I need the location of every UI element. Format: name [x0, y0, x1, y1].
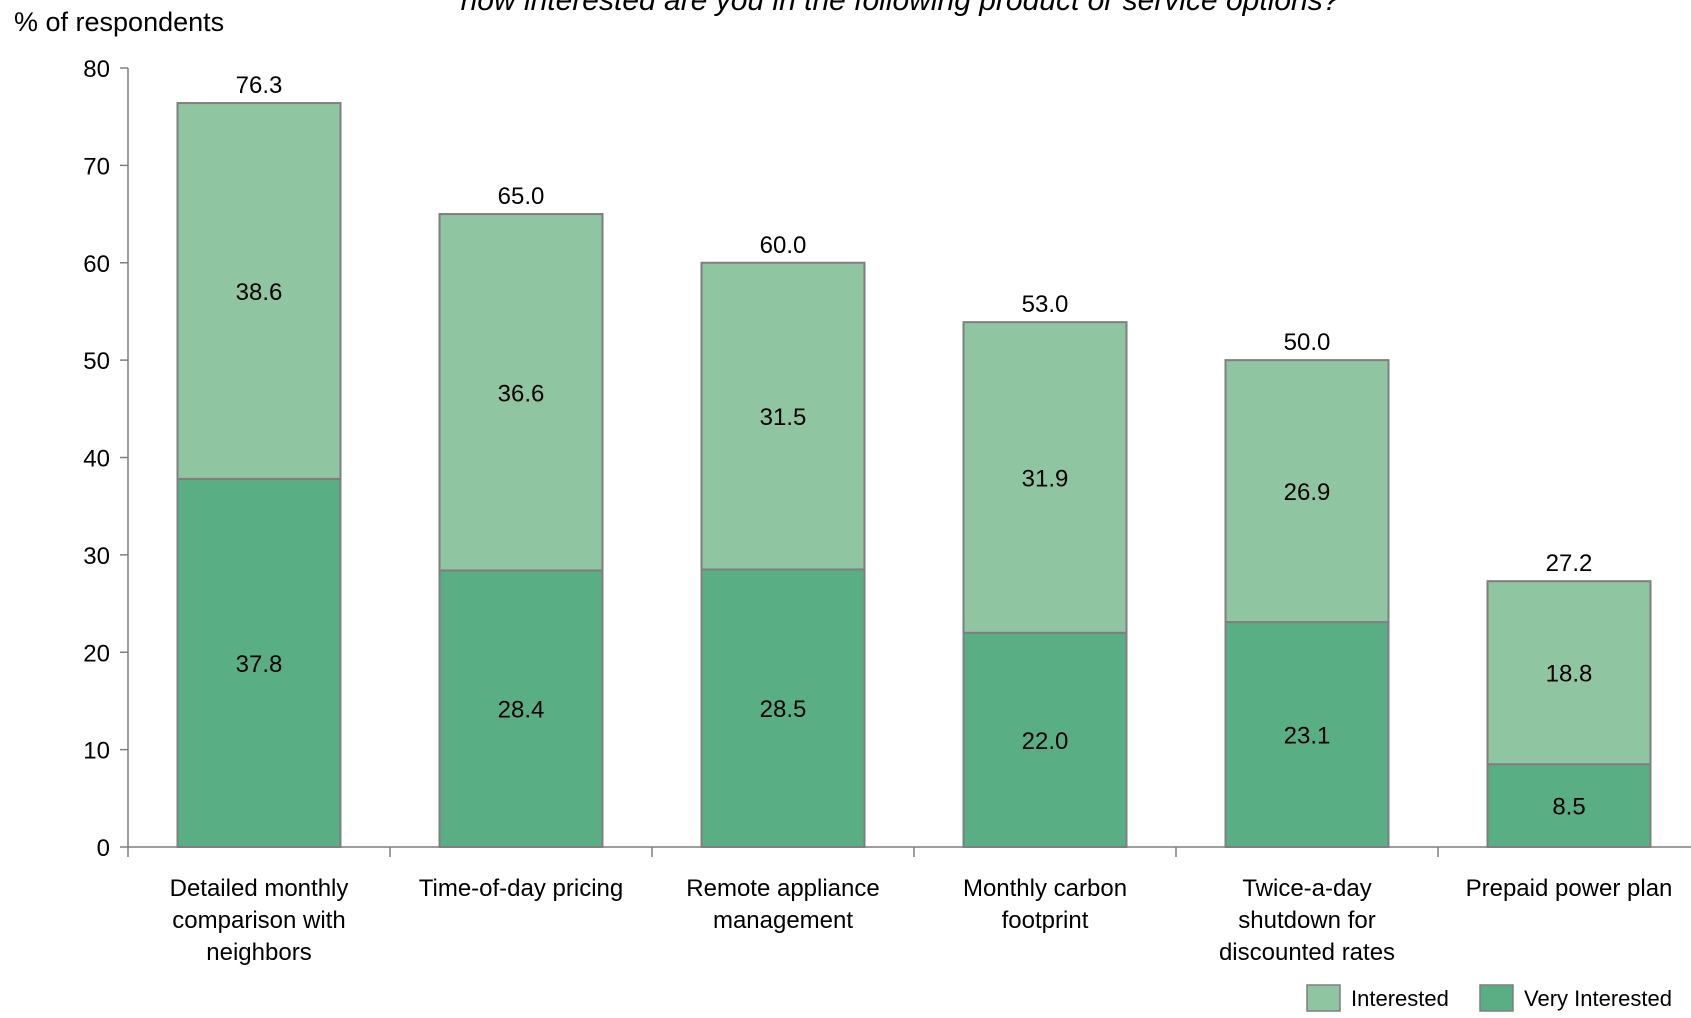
bar-segment: [438, 213, 604, 572]
category-label: Time-of-day pricing: [419, 875, 624, 902]
legend: Interested Very Interested: [1306, 984, 1672, 1012]
legend-swatch: [1306, 984, 1341, 1012]
bar-segment: [962, 321, 1128, 634]
bar-value-label: 18.8: [1546, 661, 1593, 688]
bar-total-label: 60.0: [760, 232, 807, 259]
bar-value-label: 31.5: [760, 404, 807, 431]
bar-total-label: 50.0: [1284, 329, 1331, 356]
bar-segment: [176, 477, 342, 848]
total-labels: 76.3 65.0 60.0 53.0 50.0 27.2: [236, 72, 1593, 577]
bar-value-label: 28.4: [498, 697, 545, 724]
bar-segment: [700, 568, 866, 848]
category-label-line: Detailed monthly: [170, 875, 349, 902]
bar-segment: [1224, 359, 1390, 624]
bar-labels: 37.8 38.6 28.4 36.6 28.5 31.5 22.0 31.9 23.1 26.9…: [236, 279, 1593, 821]
bar-value-label: 37.8: [236, 651, 283, 678]
bar-value-label: 36.6: [498, 380, 545, 407]
y-tick-label: 20: [83, 640, 110, 667]
bar-value-label: 22.0: [1022, 728, 1069, 755]
chart-title: how interested are you in the following …: [461, 0, 1340, 17]
category-label: Remote appliance management: [686, 875, 879, 934]
x-axis: [127, 846, 1691, 857]
bars: [176, 102, 1652, 849]
category-label: Prepaid power plan: [1466, 875, 1673, 902]
category-label-line: comparison with: [172, 907, 345, 934]
legend-swatch: [1479, 984, 1514, 1012]
y-tick-label: 50: [83, 348, 110, 375]
y-tick-label: 40: [83, 446, 110, 473]
category-label-line: footprint: [1002, 907, 1089, 934]
bar-value-label: 26.9: [1284, 479, 1331, 506]
category-label-line: discounted rates: [1219, 939, 1395, 966]
y-axis: 0 10 20 30 40 50 60 70 80: [83, 56, 129, 862]
category-label-line: management: [713, 907, 853, 934]
category-label-line: Monthly carbon: [963, 875, 1127, 902]
y-tick-label: 70: [83, 153, 110, 180]
bar-segment: [176, 102, 342, 480]
bar-value-label: 38.6: [236, 279, 283, 306]
category-label: Detailed monthly comparison with neighbors: [170, 875, 349, 966]
bar-total-label: 27.2: [1546, 550, 1593, 577]
bar-value-label: 8.5: [1552, 794, 1585, 821]
category-label-line: Time-of-day pricing: [419, 875, 624, 902]
y-tick-label: 60: [83, 251, 110, 278]
category-label: Monthly carbon footprint: [963, 875, 1127, 934]
category-label-line: shutdown for: [1238, 907, 1375, 934]
bar-value-label: 28.5: [760, 696, 807, 723]
bar-value-label: 31.9: [1022, 465, 1069, 492]
legend-label: Interested: [1351, 986, 1449, 1011]
y-axis-title: % of respondents: [14, 7, 224, 37]
bar-segment: [700, 261, 866, 571]
category-label-line: Remote appliance: [686, 875, 879, 902]
y-tick-label: 0: [97, 835, 110, 862]
bar-segment: [1224, 621, 1390, 848]
bar-value-label: 23.1: [1284, 723, 1331, 750]
y-tick-label: 30: [83, 543, 110, 570]
bar-segment: [438, 569, 604, 849]
y-tick-label: 10: [83, 738, 110, 765]
bar-total-label: 76.3: [236, 72, 283, 99]
bar-total-label: 65.0: [498, 183, 545, 210]
y-tick-label: 80: [83, 56, 110, 83]
bar-segment: [1486, 580, 1652, 766]
category-labels: Detailed monthly comparison with neighbors…: [170, 875, 1673, 966]
category-label-line: neighbors: [206, 939, 311, 966]
legend-label: Very Interested: [1524, 986, 1672, 1011]
category-label: Twice-a-day shutdown for discounted rates: [1219, 875, 1395, 966]
category-label-line: Prepaid power plan: [1466, 875, 1673, 902]
bar-total-label: 53.0: [1022, 291, 1069, 318]
category-label-line: Twice-a-day: [1242, 875, 1371, 902]
